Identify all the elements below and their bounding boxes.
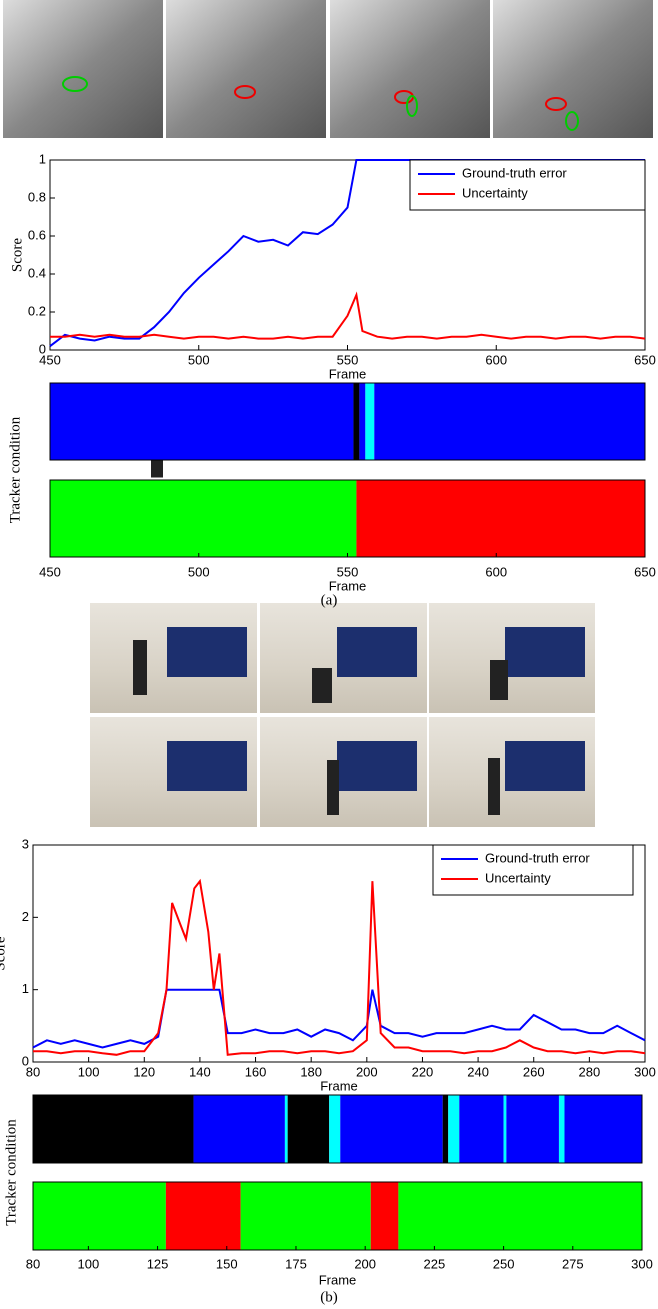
series-line bbox=[50, 291, 646, 340]
x-tick-label: 100 bbox=[78, 1064, 100, 1079]
condition-segment bbox=[353, 383, 360, 460]
y-tick-label: 0 bbox=[39, 341, 46, 356]
condition-segment bbox=[50, 480, 357, 557]
condition-segment bbox=[359, 383, 366, 460]
legend-label: Ground-truth error bbox=[485, 850, 590, 865]
row-frame bbox=[32, 1181, 643, 1251]
x-tick-label: 220 bbox=[412, 1064, 434, 1079]
condition-segment bbox=[459, 1095, 504, 1163]
x-tick-label: 125 bbox=[147, 1256, 169, 1271]
x-tick-label: 175 bbox=[285, 1256, 307, 1271]
y-axis-label: Score bbox=[9, 238, 25, 272]
condition-segment bbox=[365, 383, 375, 460]
x-tick-label: 150 bbox=[216, 1256, 238, 1271]
y-tick-label: 0.4 bbox=[28, 265, 46, 280]
y-tick-label: 0.2 bbox=[28, 303, 46, 318]
legend-label: Uncertainty bbox=[485, 870, 551, 885]
condition-segment bbox=[284, 1095, 288, 1163]
y-tick-label: 0.8 bbox=[28, 189, 46, 204]
condition-segment bbox=[50, 383, 354, 460]
photo-grid-b bbox=[90, 407, 595, 827]
x-tick-label: 80 bbox=[26, 1064, 40, 1079]
y-axis-label: Tracker condition bbox=[3, 1119, 19, 1226]
x-tick-label: 550 bbox=[337, 352, 359, 367]
x-tick-label: 140 bbox=[189, 1064, 211, 1079]
x-tick-label: 200 bbox=[354, 1256, 376, 1271]
legend-label: Uncertainty bbox=[462, 185, 528, 200]
legend-box bbox=[409, 159, 646, 211]
x-tick-label: 160 bbox=[245, 1064, 267, 1079]
condition-segment bbox=[287, 1095, 330, 1163]
condition-segment bbox=[370, 1182, 399, 1250]
y-tick-label: 1 bbox=[22, 981, 29, 996]
condition-segment bbox=[503, 1095, 507, 1163]
x-axis-label: Frame bbox=[319, 1272, 357, 1287]
x-tick-label: 550 bbox=[337, 564, 359, 579]
y-tick-label: 2 bbox=[22, 909, 29, 924]
photo-strip-a bbox=[3, 0, 653, 138]
y-tick-label: 0 bbox=[22, 1053, 29, 1068]
x-tick-label: 240 bbox=[467, 1064, 489, 1079]
x-tick-label: 600 bbox=[485, 352, 507, 367]
x-axis-label: Frame bbox=[329, 366, 367, 381]
condition-segment bbox=[398, 1182, 642, 1250]
x-tick-label: 500 bbox=[188, 564, 210, 579]
legend-box bbox=[432, 844, 634, 896]
condition-segment bbox=[193, 1095, 285, 1163]
x-tick-label: 300 bbox=[634, 1064, 656, 1079]
condition-segment bbox=[564, 1095, 642, 1163]
condition-segment bbox=[374, 383, 645, 460]
condition-segment bbox=[33, 1182, 166, 1250]
caption: (b) bbox=[320, 1289, 338, 1305]
condition-segment bbox=[329, 1095, 341, 1163]
row-frame bbox=[32, 1094, 643, 1164]
x-tick-label: 275 bbox=[562, 1256, 584, 1271]
condition-segment bbox=[442, 1095, 449, 1163]
x-tick-label: 100 bbox=[78, 1256, 100, 1271]
series-line bbox=[33, 878, 646, 1056]
x-axis-label: Frame bbox=[329, 578, 367, 593]
x-tick-label: 200 bbox=[356, 1064, 378, 1079]
y-axis-label: Score bbox=[0, 936, 8, 970]
x-tick-label: 180 bbox=[300, 1064, 322, 1079]
x-tick-label: 250 bbox=[493, 1256, 515, 1271]
condition-segment bbox=[558, 1095, 565, 1163]
condition-segment bbox=[33, 1095, 194, 1163]
y-tick-label: 0.6 bbox=[28, 227, 46, 242]
x-tick-label: 650 bbox=[634, 352, 656, 367]
x-tick-label: 80 bbox=[26, 1256, 40, 1271]
x-tick-label: 650 bbox=[634, 564, 656, 579]
series-line bbox=[32, 988, 646, 1049]
plot-frame bbox=[32, 844, 646, 1063]
condition-segment bbox=[165, 1182, 241, 1250]
legend-label: Ground-truth error bbox=[462, 165, 567, 180]
x-axis-label: Frame bbox=[320, 1078, 358, 1093]
y-axis-label: Tracker condition bbox=[7, 416, 23, 523]
x-tick-label: 450 bbox=[39, 352, 61, 367]
caption: (a) bbox=[321, 592, 338, 608]
condition-segment bbox=[240, 1182, 371, 1250]
x-tick-label: 225 bbox=[424, 1256, 446, 1271]
x-tick-label: 600 bbox=[485, 564, 507, 579]
condition-segment bbox=[448, 1095, 460, 1163]
x-tick-label: 280 bbox=[579, 1064, 601, 1079]
x-tick-label: 120 bbox=[133, 1064, 155, 1079]
y-tick-label: 3 bbox=[22, 836, 29, 851]
condition-segment bbox=[340, 1095, 443, 1163]
condition-segment bbox=[506, 1095, 559, 1163]
y-tick-label: 1 bbox=[39, 151, 46, 166]
x-tick-label: 260 bbox=[523, 1064, 545, 1079]
condition-segment bbox=[356, 480, 645, 557]
row-frame bbox=[49, 382, 646, 461]
x-tick-label: 450 bbox=[39, 564, 61, 579]
x-tick-label: 300 bbox=[631, 1256, 653, 1271]
x-tick-label: 500 bbox=[188, 352, 210, 367]
